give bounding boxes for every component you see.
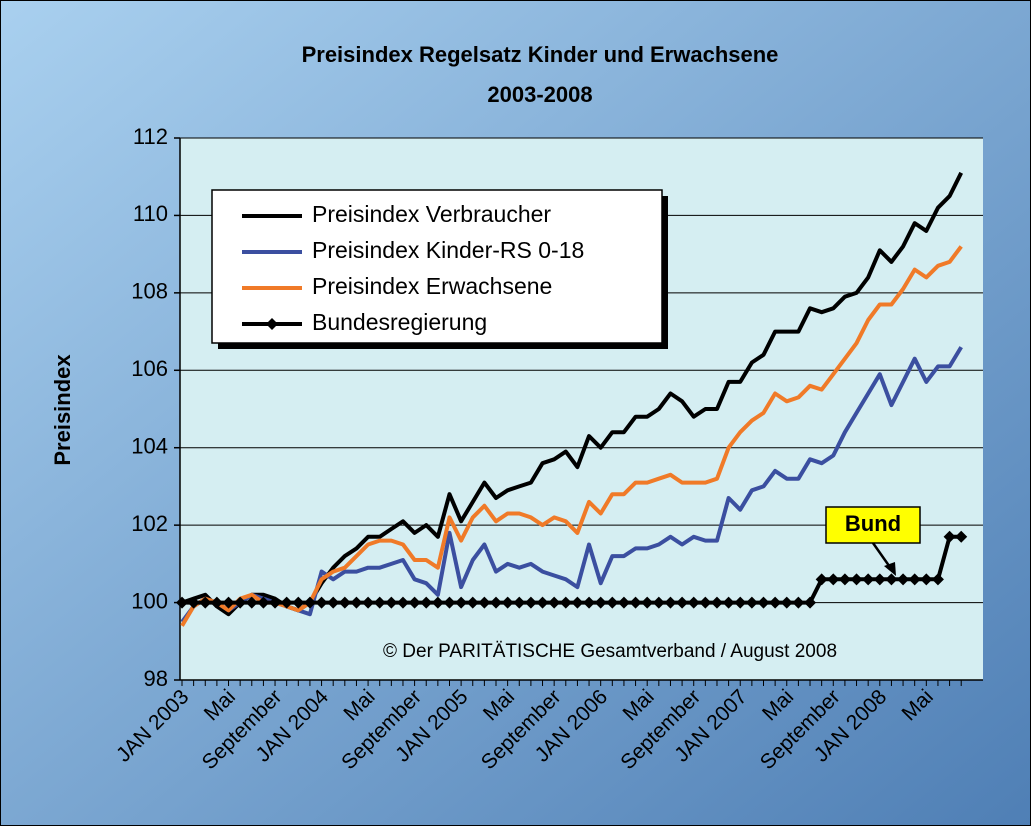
series-marker <box>420 596 433 609</box>
bund-callout: Bund <box>825 506 921 576</box>
legend-label: Preisindex Verbraucher <box>312 201 551 227</box>
y-tick-label: 100 <box>131 588 168 613</box>
callout-label: Bund <box>845 511 901 536</box>
series-marker <box>478 596 491 609</box>
legend-marker <box>266 318 278 330</box>
series-marker <box>373 596 386 609</box>
series-marker <box>710 596 723 609</box>
y-tick-label: 104 <box>131 434 168 459</box>
series-marker <box>338 596 351 609</box>
series-marker <box>641 596 654 609</box>
series-marker <box>908 573 921 586</box>
series-marker <box>815 573 828 586</box>
series-marker <box>408 596 421 609</box>
series-marker <box>571 596 584 609</box>
legend: Preisindex Verbraucher Preisindex Kinder-… <box>211 189 668 349</box>
callout-box <box>825 506 921 544</box>
series-marker <box>757 596 770 609</box>
y-tick-label: 98 <box>144 666 168 691</box>
series-marker <box>443 596 456 609</box>
series-marker <box>617 596 630 609</box>
legend-label: Preisindex Erwachsene <box>312 273 552 299</box>
series-marker <box>455 596 468 609</box>
series-marker <box>536 596 549 609</box>
series-marker <box>920 573 933 586</box>
series-marker <box>257 596 270 609</box>
series-marker <box>315 596 328 609</box>
y-tick-label: 110 <box>133 201 168 226</box>
chart-title: Preisindex Regelsatz Kinder und Erwachse… <box>302 42 779 67</box>
series-marker <box>362 596 375 609</box>
series-marker <box>931 573 944 586</box>
series-marker <box>722 596 735 609</box>
series-marker <box>513 596 526 609</box>
series-marker <box>792 596 805 609</box>
series-marker <box>222 596 235 609</box>
series-marker <box>676 596 689 609</box>
series-marker <box>269 596 282 609</box>
series-marker <box>699 596 712 609</box>
series-marker <box>850 573 863 586</box>
y-axis-label: Preisindex <box>50 354 75 466</box>
series-marker <box>583 596 596 609</box>
series-marker <box>745 596 758 609</box>
series-marker <box>780 596 793 609</box>
y-tick-label: 112 <box>133 124 168 149</box>
series-marker <box>897 573 910 586</box>
series-marker <box>606 596 619 609</box>
series-marker <box>187 596 200 609</box>
series-marker <box>350 596 363 609</box>
series-marker <box>490 596 503 609</box>
series-marker <box>176 596 188 609</box>
y-tick-label: 108 <box>131 279 168 304</box>
series-marker <box>955 530 968 543</box>
series-marker <box>431 596 444 609</box>
series-marker <box>548 596 561 609</box>
series-marker <box>885 573 898 586</box>
series-marker <box>234 596 247 609</box>
series-marker <box>827 573 840 586</box>
series-marker <box>466 596 479 609</box>
series-marker <box>385 596 398 609</box>
series-marker <box>943 530 956 543</box>
series-marker <box>838 573 851 586</box>
series-line <box>180 346 963 624</box>
series-marker <box>524 596 537 609</box>
series-marker <box>769 596 782 609</box>
legend-label: Bundesregierung <box>312 309 487 335</box>
series-marker <box>292 596 305 609</box>
series-marker <box>280 596 293 609</box>
y-tick-label: 106 <box>131 356 168 381</box>
series-marker <box>303 596 316 609</box>
callout-arrowhead <box>884 562 896 576</box>
series-marker <box>210 596 223 609</box>
series-marker <box>199 596 212 609</box>
series-marker <box>652 596 665 609</box>
series-marker <box>501 596 514 609</box>
chart-subtitle: 2003-2008 <box>487 82 592 107</box>
series-marker <box>396 596 409 609</box>
legend-label: Preisindex Kinder-RS 0-18 <box>312 237 584 263</box>
series-marker <box>559 596 572 609</box>
series-marker <box>594 596 607 609</box>
y-tick-label: 102 <box>131 511 168 536</box>
series-marker <box>327 596 340 609</box>
series-marker <box>873 573 886 586</box>
series-marker <box>664 596 677 609</box>
series-marker <box>687 596 700 609</box>
series-marker <box>245 596 258 609</box>
series-marker <box>629 596 642 609</box>
copyright-note: © Der PARITÄTISCHE Gesamtverband / Augus… <box>383 641 837 662</box>
series-marker <box>804 596 817 609</box>
series-marker <box>734 596 747 609</box>
series-marker <box>862 573 875 586</box>
